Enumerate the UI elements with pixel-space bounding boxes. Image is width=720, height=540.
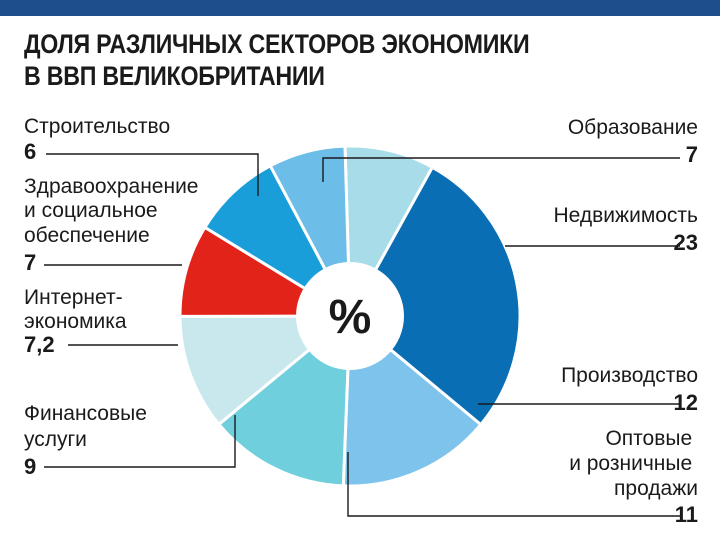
value-wholesale-retail: 11 (675, 502, 698, 527)
chart-title-line-2: В ВВП ВЕЛИКОБРИТАНИИ (24, 61, 325, 91)
value-internet-economy: 7,2 (24, 332, 55, 357)
value-construction: 6 (24, 139, 36, 164)
value-financial-services: 9 (24, 454, 36, 479)
label-education: Образование (568, 116, 698, 139)
label-internet-economy: Интернет- экономика (24, 286, 128, 333)
pie-slice-real-estate (348, 165, 522, 427)
label-manufacturing: Производство (561, 364, 698, 387)
label-real-estate: Недвижимость (554, 204, 699, 227)
chart-title-line-1: ДОЛЯ РАЗЛИЧНЫХ СЕКТОРОВ ЭКОНОМИКИ (24, 29, 530, 59)
value-education: 7 (686, 142, 698, 167)
label-construction: Строительство (24, 115, 170, 138)
chart-title: ДОЛЯ РАЗЛИЧНЫХ СЕКТОРОВ ЭКОНОМИКИ В ВВП … (24, 28, 530, 92)
center-percent-label: % (329, 291, 372, 344)
value-manufacturing: 12 (674, 390, 698, 415)
value-healthcare: 7 (24, 250, 36, 275)
leader-wholesale-retail (347, 452, 680, 517)
leader-construction (46, 153, 259, 196)
label-healthcare: Здравоохранение и социальное обеспечение (24, 175, 204, 247)
leader-education (322, 157, 680, 182)
top-accent-bar (0, 0, 720, 16)
leader-financial-services (44, 415, 236, 468)
leader-lines (44, 153, 680, 517)
label-wholesale-retail: Оптовые и розничные продажи (569, 427, 698, 500)
label-financial-services: Финансовые услуги (24, 402, 153, 451)
center-hole (296, 262, 404, 370)
value-real-estate: 23 (674, 230, 698, 255)
